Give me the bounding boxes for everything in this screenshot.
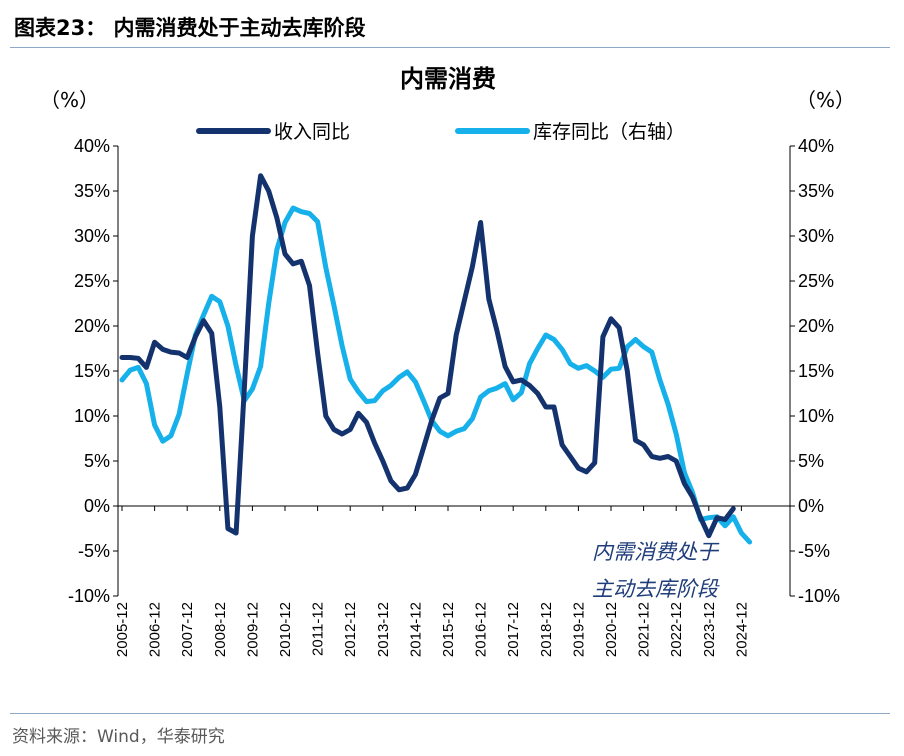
series-layer xyxy=(119,173,753,545)
x-tick-label: 2023-12 xyxy=(701,602,718,657)
right-tick-label: 20% xyxy=(798,316,834,336)
legend-label-inventory: 库存同比（右轴） xyxy=(533,121,685,143)
right-tick-label: 30% xyxy=(798,226,834,246)
x-tick-label: 2014-12 xyxy=(407,602,424,657)
right-tick-label: 25% xyxy=(798,271,834,291)
left-tick-label: 35% xyxy=(74,181,110,201)
x-tick-label: 2020-12 xyxy=(603,602,620,657)
right-tick-label: 35% xyxy=(798,181,834,201)
left-tick-label: 25% xyxy=(74,271,110,291)
right-tick-label: 40% xyxy=(798,136,834,156)
line-chart: 内需消费 （%） （%） 收入同比 库存同比（右轴） 40% 35% 30% 25% 2… xyxy=(40,65,855,657)
annotation-line-1: 内需消费处于 xyxy=(592,540,720,564)
series-line-inventory xyxy=(119,205,753,545)
x-tick-label: 2012-12 xyxy=(342,602,359,657)
left-tick-label: 15% xyxy=(74,361,110,381)
legend-label-income: 收入同比 xyxy=(274,121,350,143)
x-tick-label: 2008-12 xyxy=(212,602,229,657)
left-tick-label: 30% xyxy=(74,226,110,246)
right-y-axis: 40% 35% 30% 25% 20% 15% 10% 5% 0% -5% -10% xyxy=(790,136,840,606)
x-tick-label: 2011-12 xyxy=(310,602,327,656)
x-tick-label: 2021-12 xyxy=(636,602,653,657)
left-tick-label: 40% xyxy=(74,136,110,156)
x-tick-label: 2005-12 xyxy=(114,602,131,657)
x-tick-label: 2016-12 xyxy=(473,602,490,657)
right-tick-label: 5% xyxy=(798,451,824,471)
left-tick-label: 5% xyxy=(84,451,110,471)
x-tick-label: 2013-12 xyxy=(375,602,392,657)
x-tick-label: 2018-12 xyxy=(538,602,555,657)
right-tick-label: -10% xyxy=(798,586,840,606)
right-tick-label: 10% xyxy=(798,406,834,426)
x-axis: 2005-12 2006-12 2007-12 2008-12 2009-12 2010-… xyxy=(114,506,750,657)
annotation-line-2: 主动去库阶段 xyxy=(592,577,720,601)
left-y-axis: 40% 35% 30% 25% 20% 15% 10% 5% 0% -5% -10% xyxy=(68,136,118,606)
right-tick-label: 15% xyxy=(798,361,834,381)
left-tick-label: 20% xyxy=(74,316,110,336)
right-tick-label: 0% xyxy=(798,496,824,516)
x-tick-label: 2017-12 xyxy=(505,602,522,657)
chart-title: 内需消费 xyxy=(400,65,496,93)
series-line-income xyxy=(119,173,736,539)
right-axis-unit: （%） xyxy=(796,88,855,112)
x-tick-label: 2022-12 xyxy=(668,602,685,657)
left-tick-label: 10% xyxy=(74,406,110,426)
left-tick-label: -5% xyxy=(78,541,110,561)
right-tick-label: -5% xyxy=(798,541,830,561)
source-note: 资料来源：Wind，华泰研究 xyxy=(12,727,225,747)
x-tick-label: 2019-12 xyxy=(570,602,587,657)
x-tick-label: 2010-12 xyxy=(277,602,294,657)
x-tick-label: 2006-12 xyxy=(147,602,164,657)
x-tick-label: 2015-12 xyxy=(440,602,457,657)
x-tick-label: 2007-12 xyxy=(179,602,196,657)
legend: 收入同比 库存同比（右轴） xyxy=(196,121,685,143)
left-tick-label: 0% xyxy=(84,496,110,516)
axes xyxy=(117,146,791,596)
left-tick-label: -10% xyxy=(68,586,110,606)
top-rule xyxy=(10,47,890,48)
x-tick-label: 2024-12 xyxy=(733,602,750,657)
x-tick-label: 2009-12 xyxy=(244,602,261,657)
left-axis-unit: （%） xyxy=(40,88,99,112)
bottom-rule xyxy=(10,713,890,714)
figure-title: 图表23： 内需消费处于主动去库阶段 xyxy=(14,16,366,40)
